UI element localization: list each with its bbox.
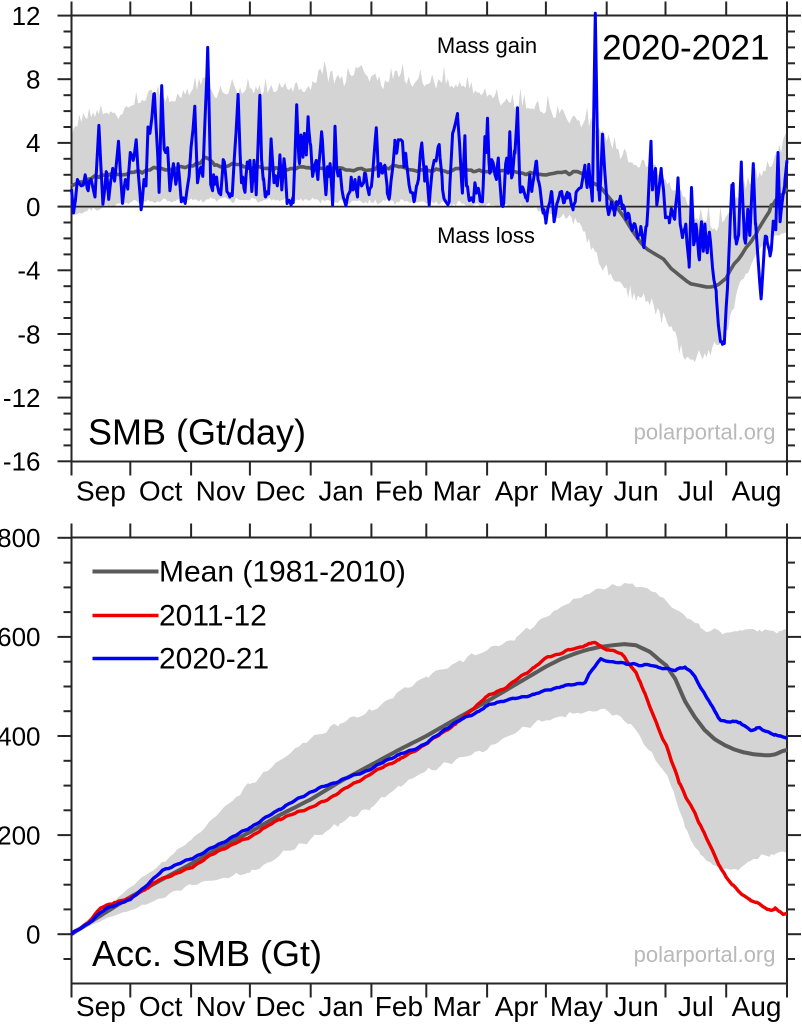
svg-text:-8: -8 [17, 319, 40, 349]
svg-text:400: 400 [0, 721, 41, 751]
svg-text:Feb: Feb [375, 991, 423, 1022]
svg-text:-16: -16 [3, 447, 41, 477]
svg-text:Dec: Dec [255, 476, 305, 507]
svg-text:0: 0 [26, 192, 40, 222]
svg-text:Nov: Nov [196, 991, 246, 1022]
svg-text:May: May [550, 476, 603, 507]
svg-text:8: 8 [26, 65, 40, 95]
svg-text:600: 600 [0, 622, 41, 652]
svg-text:Mass gain: Mass gain [437, 33, 537, 58]
svg-text:2020-2021: 2020-2021 [602, 29, 769, 68]
svg-text:Dec: Dec [255, 991, 305, 1022]
svg-text:Aug: Aug [732, 476, 782, 507]
svg-text:-12: -12 [3, 383, 41, 413]
svg-text:12: 12 [12, 1, 41, 31]
svg-text:Jan: Jan [318, 476, 363, 507]
svg-text:Mar: Mar [433, 476, 481, 507]
svg-text:May: May [550, 991, 603, 1022]
svg-text:Jun: Jun [614, 476, 659, 507]
svg-text:200: 200 [0, 820, 41, 850]
svg-text:Mean (1981-2010): Mean (1981-2010) [159, 556, 406, 589]
svg-text:Sep: Sep [76, 476, 126, 507]
svg-text:SMB (Gt/day): SMB (Gt/day) [88, 411, 306, 452]
svg-text:-4: -4 [17, 256, 40, 286]
svg-text:Oct: Oct [139, 991, 183, 1022]
svg-text:Jan: Jan [318, 991, 363, 1022]
svg-text:Mar: Mar [433, 991, 481, 1022]
svg-text:0: 0 [26, 920, 40, 950]
svg-text:Oct: Oct [139, 476, 183, 507]
svg-text:Jul: Jul [678, 991, 714, 1022]
svg-text:2020-21: 2020-21 [159, 643, 269, 676]
svg-text:Feb: Feb [375, 476, 423, 507]
svg-text:Acc. SMB (Gt): Acc. SMB (Gt) [92, 933, 322, 974]
svg-text:Aug: Aug [732, 991, 782, 1022]
svg-text:Sep: Sep [76, 991, 126, 1022]
svg-text:4: 4 [26, 128, 40, 158]
svg-text:2011-12: 2011-12 [159, 600, 267, 633]
svg-text:Jun: Jun [614, 991, 659, 1022]
svg-text:800: 800 [0, 523, 41, 553]
svg-text:Mass loss: Mass loss [437, 223, 535, 248]
svg-text:Apr: Apr [495, 476, 539, 507]
svg-text:Apr: Apr [495, 991, 539, 1022]
svg-text:polarportal.org: polarportal.org [634, 942, 776, 967]
svg-text:polarportal.org: polarportal.org [634, 420, 776, 445]
svg-text:Nov: Nov [196, 476, 246, 507]
svg-text:Jul: Jul [678, 476, 714, 507]
